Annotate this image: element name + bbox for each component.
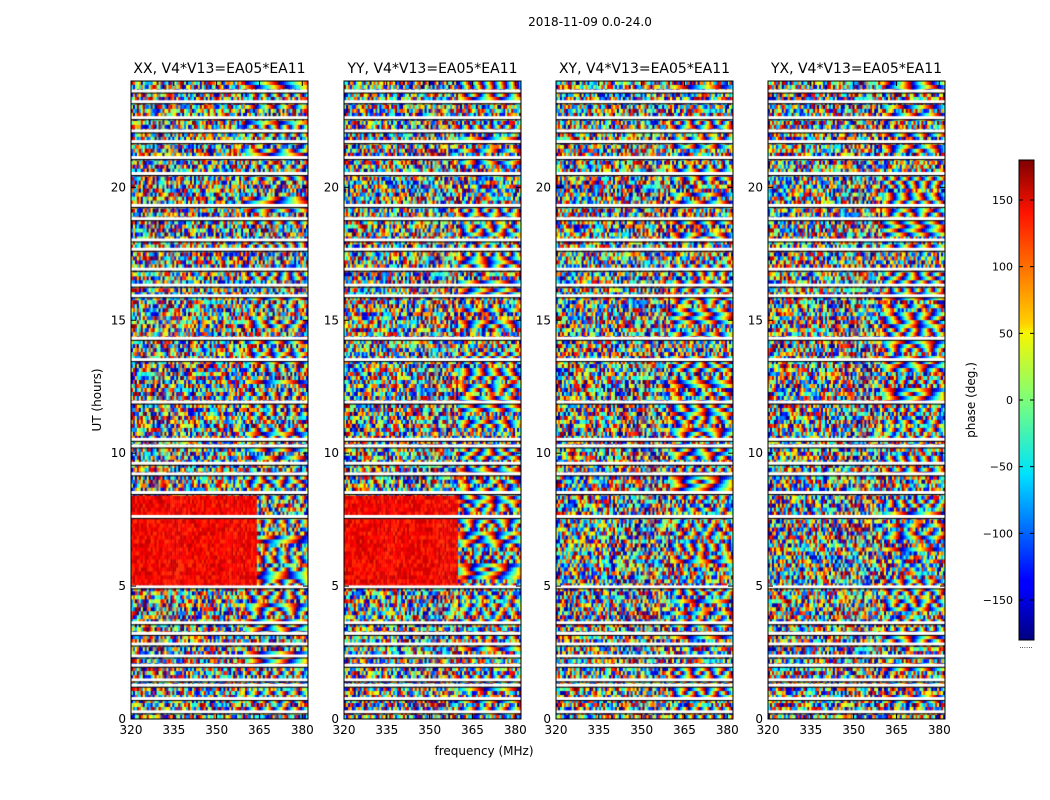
panel-xy: XY, V4*V13=EA05*EA11 320 335 350 365 380 0 5 10 1…: [536, 61, 739, 737]
heatmap-canvas: [131, 81, 308, 719]
x-tick-label: 320: [545, 723, 568, 737]
y-tick-label: 5: [543, 579, 551, 593]
colorbar-tick-label: 0: [1006, 394, 1013, 407]
x-tick-label: 335: [162, 723, 185, 737]
colorbar-label: phase (deg.): [964, 362, 978, 438]
x-tick-label: 380: [716, 723, 739, 737]
panel-frame: [343, 80, 522, 720]
y-axis-label: UT (hours): [90, 368, 104, 431]
panel-title: YY, V4*V13=EA05*EA11: [346, 61, 517, 77]
x-axis-label: frequency (MHz): [434, 744, 533, 758]
y-tick-label: 10: [748, 446, 763, 460]
x-tick-label: 365: [461, 723, 484, 737]
y-tick-label: 10: [111, 446, 126, 460]
y-tick-label: 0: [543, 712, 551, 726]
colorbar-tick-label: 150: [992, 194, 1013, 207]
colorbar: 150 100 50 0 −50 −100 −150 phase (deg.) ......: [964, 159, 1035, 650]
heatmap-canvas: [768, 81, 945, 719]
figure-title: 2018-11-09 0.0-24.0: [528, 15, 652, 29]
heatmap-canvas: [556, 81, 733, 719]
x-tick-label: 335: [799, 723, 822, 737]
x-tick-label: 320: [120, 723, 143, 737]
y-tick-label: 15: [748, 313, 763, 327]
x-tick-label: 320: [757, 723, 780, 737]
x-tick-label: 335: [587, 723, 610, 737]
y-tick-label: 20: [324, 180, 339, 194]
phase-heatmap: [556, 81, 733, 719]
y-tick-label: 5: [331, 579, 339, 593]
x-tick-label: 380: [291, 723, 314, 737]
panel-yx: YX, V4*V13=EA05*EA11 320 335 350 365 380 0 5 10 1…: [748, 61, 951, 737]
panel-frame: [130, 80, 309, 720]
panel-frame: [767, 80, 946, 720]
colorbar-footer: ......: [1019, 642, 1032, 650]
x-tick-label: 350: [630, 723, 653, 737]
x-tick-label: 365: [673, 723, 696, 737]
panel-title: XX, V4*V13=EA05*EA11: [133, 61, 305, 77]
panel-title: XY, V4*V13=EA05*EA11: [559, 61, 730, 77]
y-tick-label: 20: [111, 180, 126, 194]
phase-heatmap: [344, 81, 521, 719]
y-tick-label: 5: [755, 579, 763, 593]
x-tick-label: 350: [842, 723, 865, 737]
heatmap-canvas: [344, 81, 521, 719]
x-tick-label: 335: [375, 723, 398, 737]
x-tick-label: 365: [885, 723, 908, 737]
y-tick-label: 0: [755, 712, 763, 726]
colorbar-ticks: 150 100 50 0 −50 −100 −150: [983, 194, 1034, 607]
y-tick-label: 10: [324, 446, 339, 460]
y-tick-label: 0: [331, 712, 339, 726]
colorbar-tick-label: −50: [990, 461, 1013, 474]
panels: XX, V4*V13=EA05*EA11 320 335 350 365 380 0 5 10 1…: [111, 61, 951, 737]
y-tick-label: 15: [324, 313, 339, 327]
y-tick-label: 15: [536, 313, 551, 327]
y-tick-label: 15: [111, 313, 126, 327]
colorbar-tick-label: 50: [999, 327, 1013, 340]
y-tick-label: 5: [118, 579, 126, 593]
x-tick-label: 380: [928, 723, 951, 737]
y-tick-label: 0: [118, 712, 126, 726]
x-tick-label: 380: [504, 723, 527, 737]
colorbar-tick-label: −100: [983, 527, 1013, 540]
panel-title: YX, V4*V13=EA05*EA11: [770, 61, 942, 77]
x-tick-label: 350: [418, 723, 441, 737]
panel-frame: [555, 80, 734, 720]
colorbar-tick-label: 100: [992, 261, 1013, 274]
panel-yy: YY, V4*V13=EA05*EA11 320 335 350 365 380 0 5 10 1…: [324, 61, 527, 737]
x-tick-label: 365: [248, 723, 271, 737]
x-tick-label: 320: [333, 723, 356, 737]
panel-xx: XX, V4*V13=EA05*EA11 320 335 350 365 380 0 5 10 1…: [111, 61, 314, 737]
x-tick-label: 350: [205, 723, 228, 737]
y-tick-label: 10: [536, 446, 551, 460]
y-tick-label: 20: [748, 180, 763, 194]
y-tick-label: 20: [536, 180, 551, 194]
colorbar-tick-label: −150: [983, 594, 1013, 607]
phase-heatmap: [768, 81, 945, 719]
phase-heatmap: [131, 81, 308, 719]
